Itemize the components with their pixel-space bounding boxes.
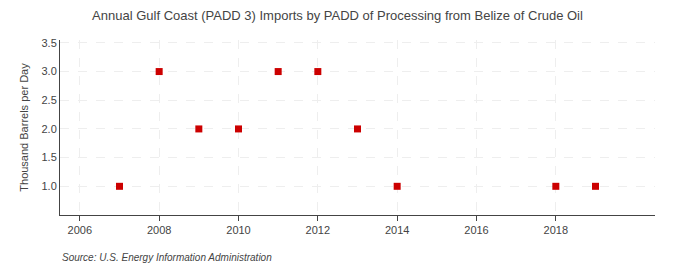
svg-text:Thousand Barrels per Day: Thousand Barrels per Day xyxy=(18,63,30,192)
svg-text:2010: 2010 xyxy=(226,224,250,236)
svg-text:2016: 2016 xyxy=(464,224,488,236)
svg-text:2008: 2008 xyxy=(147,224,171,236)
svg-text:1.5: 1.5 xyxy=(42,151,57,163)
svg-text:2012: 2012 xyxy=(306,224,330,236)
svg-text:3.5: 3.5 xyxy=(42,37,57,49)
svg-text:2.5: 2.5 xyxy=(42,94,57,106)
svg-text:3.0: 3.0 xyxy=(42,65,57,77)
svg-text:Annual Gulf Coast (PADD 3) Imp: Annual Gulf Coast (PADD 3) Imports by PA… xyxy=(92,8,583,23)
svg-text:2006: 2006 xyxy=(68,224,92,236)
svg-text:2014: 2014 xyxy=(385,224,409,236)
svg-text:2.0: 2.0 xyxy=(42,123,57,135)
svg-text:2018: 2018 xyxy=(544,224,568,236)
svg-text:Source: U.S. Energy Informatio: Source: U.S. Energy Information Administ… xyxy=(62,252,272,263)
svg-text:1.0: 1.0 xyxy=(42,180,57,192)
